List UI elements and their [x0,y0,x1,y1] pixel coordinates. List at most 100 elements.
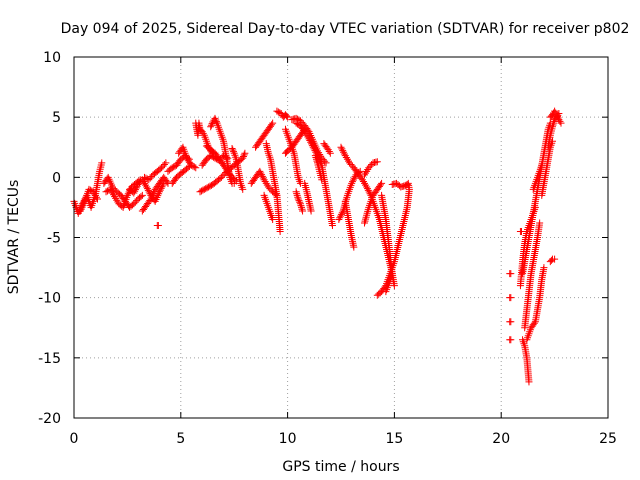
data-point [163,178,171,186]
data-point [256,167,264,175]
data-point [197,187,205,195]
data-point [348,179,356,187]
data-point [239,185,247,193]
data-point [554,111,562,119]
data-point [200,185,208,193]
data-point [262,179,270,187]
data-point [199,129,207,137]
data-point [292,119,300,127]
data-point [377,181,385,189]
data-point [311,152,319,160]
data-point [154,221,162,229]
data-point [274,108,282,116]
data-point [108,189,116,197]
data-point [309,143,317,151]
data-point [264,183,272,191]
data-point [210,153,218,161]
data-point [328,221,336,229]
y-tick-label: -15 [38,351,61,367]
data-point [156,186,164,194]
data-point [339,147,347,155]
data-point [239,154,247,162]
data-point [360,171,368,179]
data-point [228,144,236,152]
data-point [350,243,358,251]
data-point [192,164,200,172]
data-point [162,159,170,167]
data-point [143,185,151,193]
data-point [221,152,229,160]
data-point [98,159,106,167]
data-point [547,256,555,264]
data-point [138,191,146,199]
data-point [337,210,345,218]
data-point [111,193,119,201]
data-point [350,174,358,182]
data-point [205,183,213,191]
data-point [342,153,350,161]
data-point [257,169,265,177]
x-tick-label: 20 [492,431,510,447]
data-point [307,138,315,146]
data-point [160,160,168,168]
data-point [110,191,118,199]
data-point [343,155,351,163]
x-tick-label: 10 [279,431,297,447]
data-point [540,264,548,272]
data-point [355,169,363,177]
data-point [308,140,316,148]
data-point [211,154,219,162]
data-point [132,186,140,194]
data-point [212,118,220,126]
data-point [144,186,152,194]
data-point [310,145,318,153]
data-point [390,282,398,290]
data-point [131,187,139,195]
data-point [302,129,310,137]
data-point [381,283,389,291]
data-point [362,169,370,177]
data-point [340,148,348,156]
data-point [258,171,266,179]
data-point [130,189,138,197]
data-point [335,215,343,223]
data-point [507,270,515,278]
data-point [207,152,215,160]
data-point [297,203,305,211]
data-point [550,117,558,125]
x-tick-label: 5 [176,431,185,447]
data-point [536,219,544,227]
y-tick-label: -10 [38,291,61,307]
data-point [298,205,306,213]
data-point [224,154,232,162]
data-point [550,119,558,127]
data-point [273,107,281,115]
data-point [202,185,210,193]
data-point [549,121,557,129]
chart-title: Day 094 of 2025, Sidereal Day-to-day VTE… [61,21,630,37]
x-tick-label: 0 [70,431,79,447]
data-point [296,200,304,208]
data-point [146,174,154,182]
data-point [203,184,211,192]
data-point [276,227,284,235]
data-point [229,148,237,156]
data-point [208,152,216,160]
data-point [318,176,326,184]
data-point [217,173,225,181]
data-point [112,194,120,202]
data-point [294,193,302,201]
y-tick-label: 10 [43,50,61,66]
data-point [137,193,145,201]
data-point [206,182,214,190]
data-point [143,183,151,191]
data-point [356,167,364,175]
data-point [507,336,515,344]
data-point [189,162,197,170]
data-point [230,179,238,187]
data-point [199,186,207,194]
data-point [106,185,114,193]
data-point [266,185,274,193]
data-point [215,156,223,164]
data-point [113,196,121,204]
